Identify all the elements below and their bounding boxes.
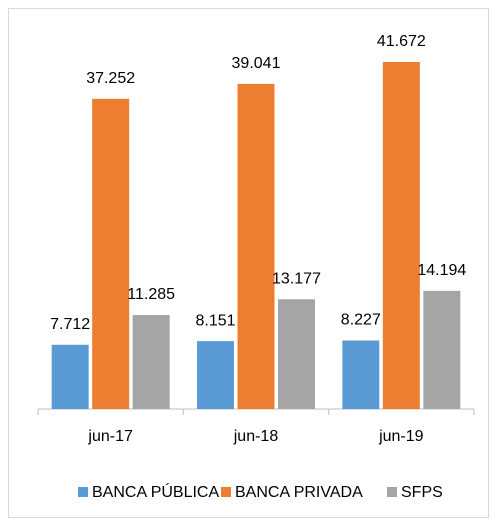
data-label: 11.285 bbox=[127, 286, 175, 303]
legend-swatch bbox=[387, 487, 397, 497]
bar bbox=[382, 62, 420, 409]
data-label: 7.712 bbox=[50, 316, 90, 333]
data-label: 41.672 bbox=[377, 33, 426, 50]
legend-label: BANCA PÚBLICA bbox=[92, 482, 219, 501]
bar bbox=[423, 290, 461, 409]
data-label: 13.177 bbox=[272, 270, 321, 287]
bar bbox=[132, 315, 170, 409]
legend-label: BANCA PRIVADA bbox=[235, 484, 363, 501]
legend-swatch bbox=[78, 487, 88, 497]
bar bbox=[342, 340, 380, 409]
bar bbox=[92, 98, 130, 409]
data-label: 8.151 bbox=[195, 312, 235, 329]
x-tick-label: jun-19 bbox=[378, 428, 424, 445]
bar bbox=[237, 83, 275, 409]
data-label: 8.227 bbox=[341, 312, 381, 329]
bar bbox=[51, 344, 89, 409]
bar bbox=[197, 341, 234, 409]
x-tick-label: jun-17 bbox=[87, 428, 133, 445]
legend-label: SFPS bbox=[401, 484, 443, 501]
bar bbox=[278, 299, 315, 409]
data-label: 37.252 bbox=[86, 70, 135, 87]
data-label: 14.194 bbox=[417, 262, 466, 279]
x-tick-label: jun-18 bbox=[233, 428, 279, 445]
data-label: 39.041 bbox=[232, 55, 281, 72]
legend-swatch bbox=[221, 487, 231, 497]
